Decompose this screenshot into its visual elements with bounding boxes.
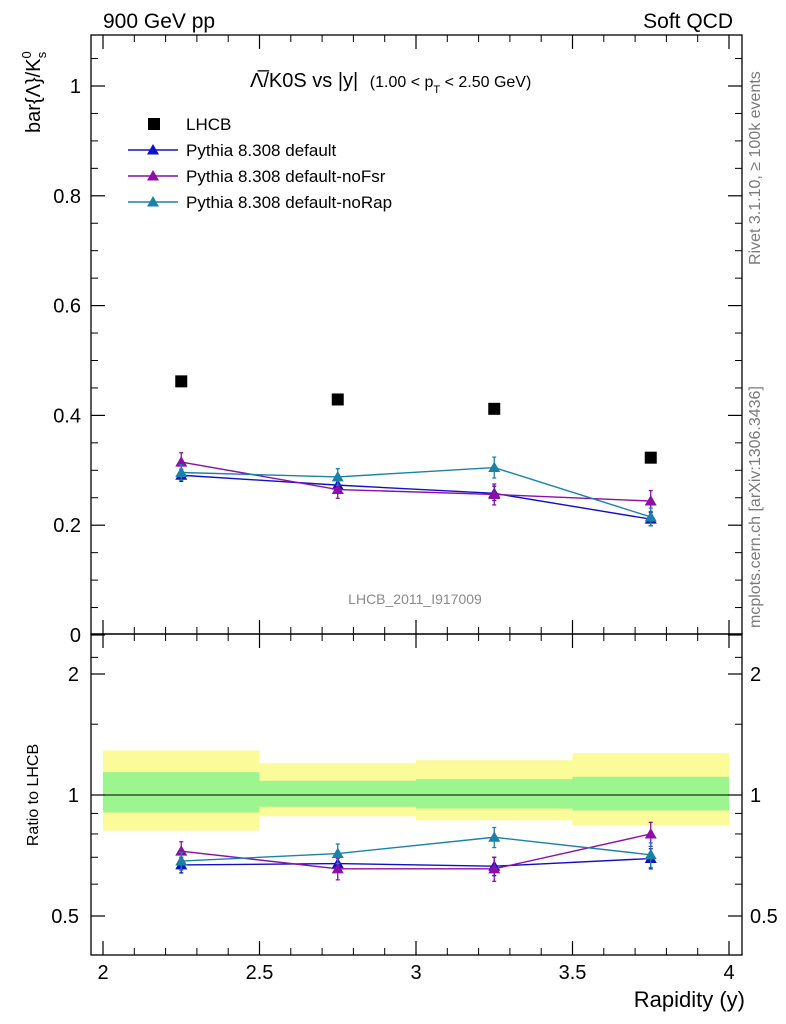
ratio-bands <box>103 750 729 831</box>
ratio-y-tick-label-right: 2 <box>750 664 761 686</box>
main-series-point <box>331 470 344 482</box>
x-tick-label: 4 <box>723 962 734 984</box>
main-plot-area <box>175 375 657 527</box>
ratio-series-point <box>644 827 657 839</box>
x-tick-label: 3.5 <box>559 962 587 984</box>
plot-title: Λ̅/K0S vs |y| (1.00 < pT < 2.50 GeV) <box>250 69 531 96</box>
main-y-tick-label: 0.4 <box>53 405 81 427</box>
main-y-tick-label: 1 <box>70 76 81 98</box>
x-axis-label: Rapidity (y) <box>634 987 745 1012</box>
main-y-tick-label: 0.2 <box>53 515 81 537</box>
main-series-point <box>488 461 501 473</box>
axes: 0 0.2 0.4 0.6 0.8 1 0.5 0.5 1 1 2 2 2 2.5 3 3.5 4 <box>51 34 778 984</box>
plot-title-main: Λ̅/K0S vs |y| <box>250 69 358 92</box>
main-series-line <box>181 474 651 520</box>
main-series-line <box>181 466 651 518</box>
main-y-tick-label: 0.6 <box>53 296 81 318</box>
ratio-series-line <box>181 857 651 867</box>
ratio-band-inner <box>259 780 416 807</box>
plot-title-cut-sub: T <box>433 84 440 96</box>
header-right-label: Soft QCD <box>643 10 733 33</box>
ratio-series-point <box>175 845 188 856</box>
plot-title-cut: (1.00 < p <box>370 74 434 91</box>
ratio-series-point <box>488 862 501 874</box>
ratio-band-inner <box>572 776 729 811</box>
main-series-line <box>181 461 651 502</box>
header-left-label: 900 GeV pp <box>103 10 215 33</box>
reference-point <box>644 451 657 464</box>
analysis-label: LHCB_2011_I917009 <box>348 591 482 607</box>
legend-series-marker <box>147 144 159 155</box>
legend-reference-marker <box>148 118 160 130</box>
main-series-point <box>175 456 188 467</box>
ratio-series-line <box>181 836 651 862</box>
legend-series-label: Pythia 8.308 default-noRap <box>186 193 392 212</box>
x-tick-label: 3 <box>410 962 421 984</box>
legend-reference-label: LHCB <box>186 115 231 134</box>
svg-text:Λ̅/K0S vs |y| (1.00 < pT: Λ̅/K0S vs |y| (1.00 < pT < 2.50 GeV) <box>250 69 531 96</box>
ratio-y-tick-label: 1 <box>68 785 79 807</box>
x-tick-label: 2.5 <box>246 962 274 984</box>
main-series-point <box>331 483 344 495</box>
reference-point <box>331 393 344 406</box>
main-series-point <box>488 488 501 499</box>
legend-series-marker <box>147 170 159 181</box>
ratio-series-point <box>644 848 657 860</box>
legend-series-marker <box>147 196 159 207</box>
reference-point <box>488 402 501 415</box>
ratio-y-tick-label: 0.5 <box>51 906 79 928</box>
ratio-y-axis-label: Ratio to LHCB <box>25 744 42 846</box>
legend: LHCB Pythia 8.308 default Pythia 8.308 def… <box>128 115 392 212</box>
ratio-series-point <box>331 847 344 859</box>
ratio-band-inner <box>416 779 573 809</box>
ratio-y-tick-label: 2 <box>68 664 79 686</box>
main-y-axis-label-sup: 0 <box>19 51 34 58</box>
ratio-series-point <box>331 862 344 874</box>
main-y-axis-label-text: bar{Λ}/K <box>23 58 45 133</box>
ratio-band-inner <box>103 772 260 813</box>
rivet-side-label: Rivet 3.1.10, ≥ 100k events <box>747 71 764 265</box>
main-series-point <box>644 510 657 522</box>
x-tick-label: 2 <box>97 962 108 984</box>
mcplots-side-label: mcplots.cern.ch [arXiv:1306.3436] <box>747 386 764 628</box>
main-y-axis-label: bar{Λ}/K0s <box>19 51 49 133</box>
main-y-tick-label: 0 <box>70 625 81 647</box>
ratio-series-point <box>175 855 188 866</box>
ratio-plot-area <box>175 821 657 882</box>
ratio-y-tick-label-right: 1 <box>750 785 761 807</box>
reference-point <box>175 375 188 388</box>
ratio-series-point <box>488 831 501 842</box>
main-y-tick-label: 0.8 <box>53 186 81 208</box>
main-y-axis-label-sub: s <box>34 51 49 58</box>
ratio-y-tick-label-right: 0.5 <box>750 906 778 928</box>
legend-series-label: Pythia 8.308 default <box>186 141 337 160</box>
ratio-series-line <box>181 833 651 870</box>
plot-title-cut-end: < 2.50 GeV) <box>440 74 531 91</box>
legend-series-label: Pythia 8.308 default-noFsr <box>186 167 386 186</box>
main-series-point <box>644 495 657 506</box>
main-series-point <box>175 466 188 477</box>
